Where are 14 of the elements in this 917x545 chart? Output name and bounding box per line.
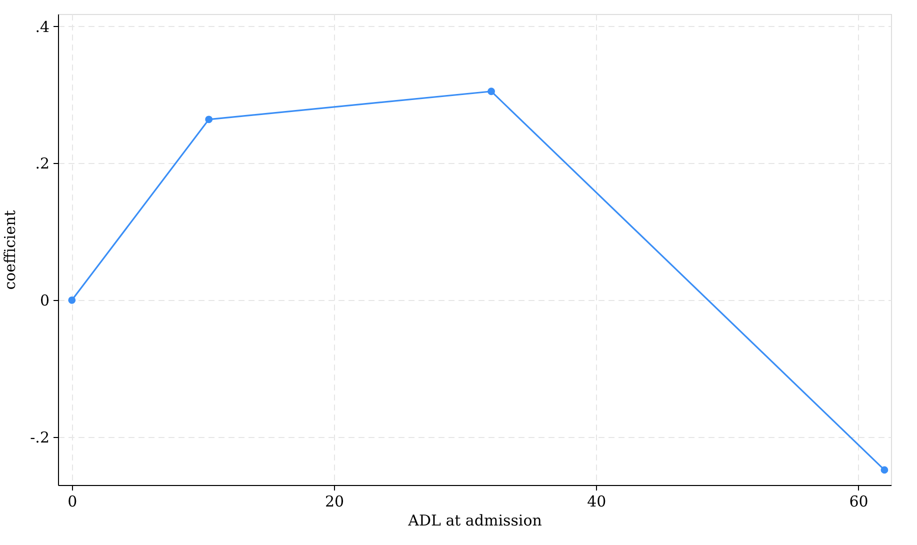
x-axis-title: ADL at admission: [407, 512, 542, 530]
y-tick-label: .4: [35, 18, 50, 36]
x-tick-label: 20: [324, 492, 344, 510]
x-tick-label: 40: [587, 492, 606, 510]
y-tick-label: 0: [40, 292, 50, 310]
x-tick-label: 0: [68, 492, 78, 510]
point: [488, 88, 495, 96]
point: [68, 296, 76, 304]
y-tick-label: -.2: [30, 428, 50, 447]
x-tick-label: 60: [849, 492, 868, 510]
y-axis-title: coefficient: [1, 210, 20, 290]
point: [205, 116, 213, 124]
point: [880, 466, 888, 474]
y-tick-label: .2: [35, 154, 50, 173]
